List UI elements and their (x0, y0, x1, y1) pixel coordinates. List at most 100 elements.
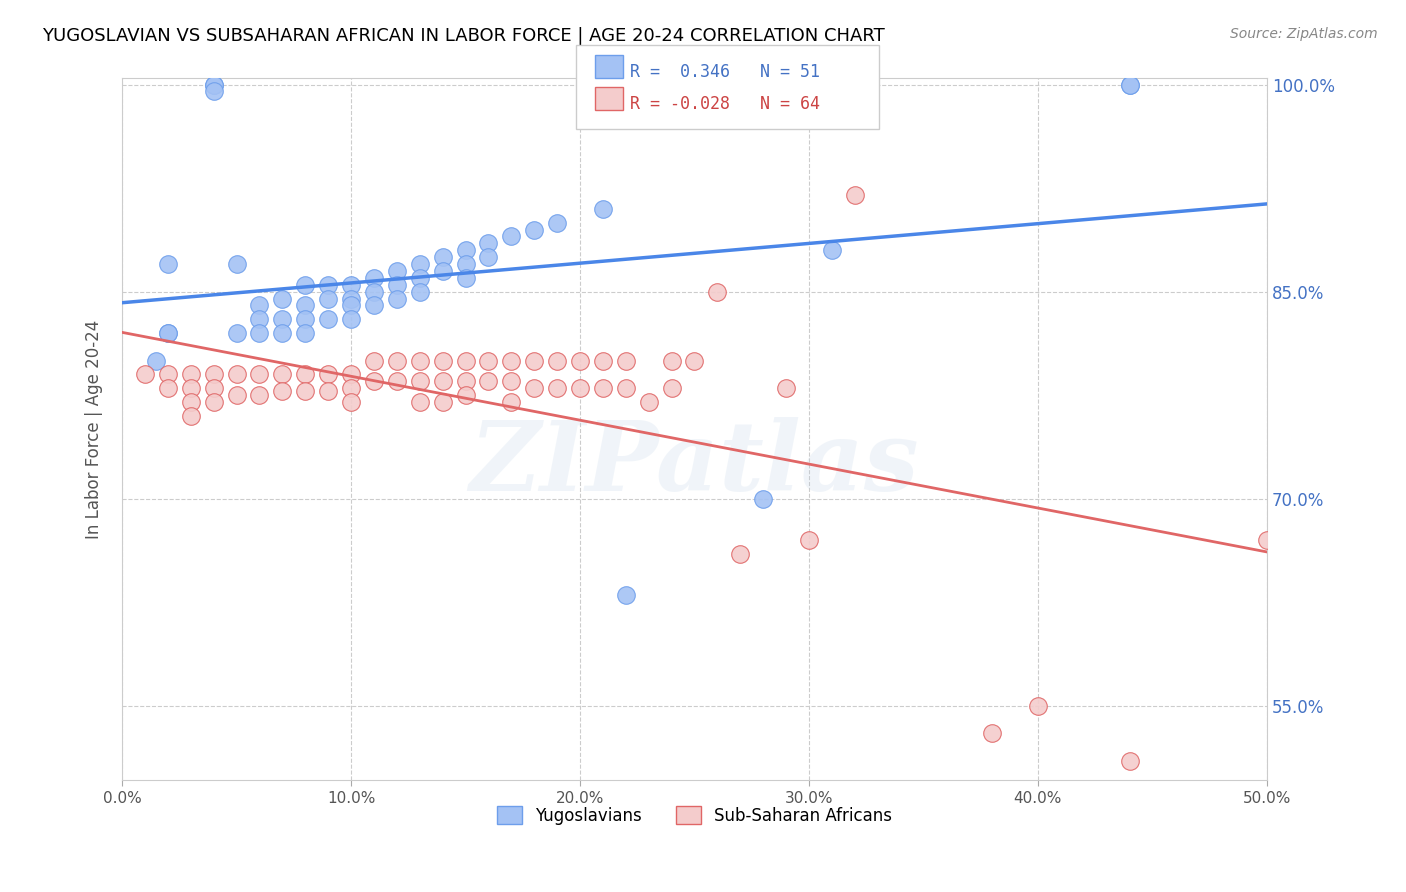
Point (225, 326, 247, 340)
Point (340, 298, 363, 312)
Point (1256, 533, 1278, 548)
Point (225, 257, 247, 271)
Point (409, 270, 432, 285)
Point (844, 188, 866, 202)
Point (501, 375, 523, 389)
Point (409, 353, 432, 368)
Point (637, 395, 659, 409)
Point (501, 353, 523, 368)
Point (249, 326, 271, 340)
Point (271, 326, 294, 340)
Point (180, 368, 202, 382)
Point (454, 257, 477, 271)
Point (363, 270, 385, 285)
Point (156, 326, 179, 340)
Point (477, 375, 499, 389)
Point (294, 312, 316, 326)
Point (156, 381, 179, 395)
Text: R = -0.028   N = 64: R = -0.028 N = 64 (630, 95, 820, 113)
Point (145, 353, 167, 368)
Point (409, 375, 432, 389)
Point (340, 395, 363, 409)
Point (523, 222, 546, 236)
Point (340, 368, 363, 382)
Point (683, 353, 706, 368)
Point (432, 395, 454, 409)
Point (385, 264, 408, 278)
Point (363, 375, 385, 389)
Point (821, 244, 844, 258)
Point (316, 292, 339, 306)
Point (454, 270, 477, 285)
Point (294, 326, 316, 340)
Legend: Yugoslavians, Sub-Saharan Africans: Yugoslavians, Sub-Saharan Africans (498, 806, 891, 825)
Point (752, 491, 775, 506)
Point (316, 277, 339, 292)
Point (340, 381, 363, 395)
Point (569, 381, 592, 395)
Point (180, 381, 202, 395)
Point (385, 277, 408, 292)
Point (614, 381, 637, 395)
Point (454, 353, 477, 368)
Point (249, 388, 271, 402)
Point (1118, 754, 1140, 768)
Point (546, 381, 568, 395)
Point (294, 277, 316, 292)
Point (614, 353, 637, 368)
Point (1026, 698, 1049, 713)
Point (661, 381, 683, 395)
Point (432, 353, 454, 368)
Point (432, 375, 454, 389)
Point (249, 368, 271, 382)
Point (523, 353, 546, 368)
Point (271, 368, 294, 382)
Point (202, 85, 225, 99)
Point (1118, 78, 1140, 92)
Point (981, 726, 1004, 740)
Point (454, 244, 477, 258)
Point (316, 384, 339, 398)
Point (706, 285, 728, 299)
Y-axis label: In Labor Force | Age 20-24: In Labor Force | Age 20-24 (86, 319, 103, 539)
Point (385, 375, 408, 389)
Point (775, 381, 797, 395)
Point (225, 368, 247, 382)
Point (363, 298, 385, 312)
Point (477, 353, 499, 368)
Point (501, 395, 523, 409)
Text: ZIPatlas: ZIPatlas (470, 417, 920, 511)
Point (363, 353, 385, 368)
Point (271, 312, 294, 326)
Point (202, 78, 225, 92)
Point (316, 368, 339, 382)
Point (546, 216, 568, 230)
Point (271, 384, 294, 398)
Text: Source: ZipAtlas.com: Source: ZipAtlas.com (1230, 27, 1378, 41)
Point (454, 388, 477, 402)
Point (409, 395, 432, 409)
Point (294, 368, 316, 382)
Point (340, 292, 363, 306)
Point (202, 78, 225, 92)
Point (592, 202, 614, 216)
Text: R =  0.346   N = 51: R = 0.346 N = 51 (630, 63, 820, 81)
Point (134, 368, 156, 382)
Point (477, 236, 499, 251)
Point (592, 353, 614, 368)
Point (249, 312, 271, 326)
Point (569, 353, 592, 368)
Point (546, 353, 568, 368)
Point (180, 409, 202, 423)
Point (1118, 78, 1140, 92)
Point (501, 229, 523, 244)
Point (202, 381, 225, 395)
Point (592, 381, 614, 395)
Point (180, 395, 202, 409)
Point (294, 384, 316, 398)
Point (409, 285, 432, 299)
Point (385, 292, 408, 306)
Point (340, 312, 363, 326)
Point (614, 588, 637, 602)
Point (385, 353, 408, 368)
